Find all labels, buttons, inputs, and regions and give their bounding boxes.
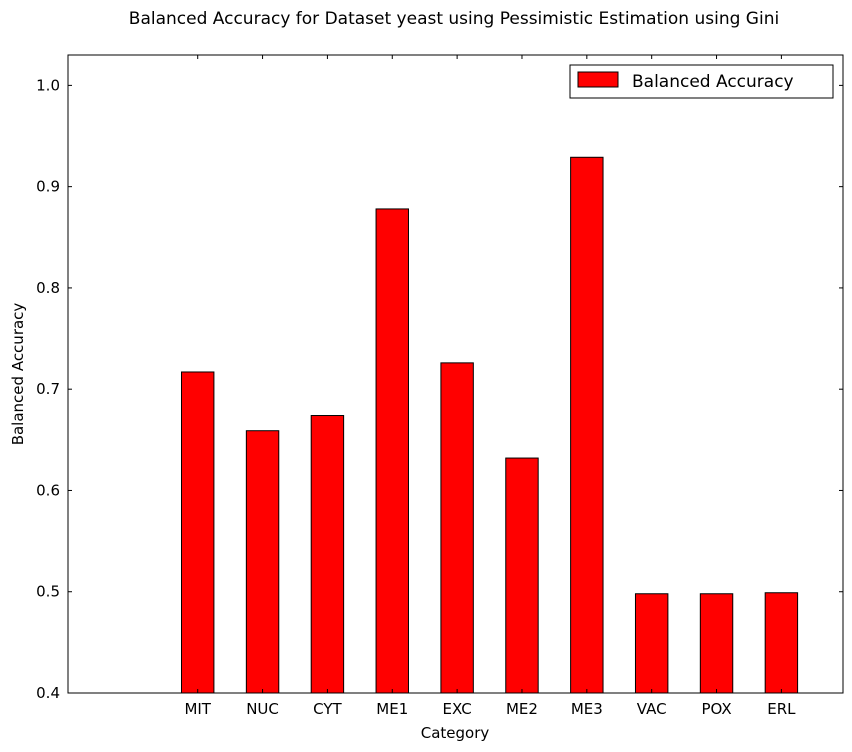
y-tick-label: 0.6 bbox=[36, 481, 60, 499]
chart-title: Balanced Accuracy for Dataset yeast usin… bbox=[129, 9, 779, 29]
plot-frame bbox=[67, 54, 844, 694]
legend: Balanced Accuracy bbox=[569, 64, 834, 99]
legend-swatch bbox=[577, 71, 619, 88]
y-tick-label: 0.8 bbox=[36, 279, 60, 297]
x-tick-label-me2: ME2 bbox=[506, 700, 538, 718]
bars-group bbox=[180, 156, 799, 694]
x-axis-label: Category bbox=[421, 724, 490, 742]
x-tick-label-exc: EXC bbox=[443, 700, 472, 718]
bar-me3 bbox=[570, 156, 604, 694]
y-tick-label: 0.4 bbox=[36, 684, 60, 702]
bar-mit bbox=[180, 371, 215, 694]
y-axis-label: Balanced Accuracy bbox=[9, 303, 27, 446]
x-tick-label-mit: MIT bbox=[184, 700, 211, 718]
bar-pox bbox=[699, 593, 734, 694]
y-tick-label: 1.0 bbox=[36, 76, 60, 94]
x-tick-label-me3: ME3 bbox=[571, 700, 603, 718]
bar-erl bbox=[764, 592, 799, 694]
x-tick-label-me1: ME1 bbox=[376, 700, 408, 718]
y-tick-label: 0.7 bbox=[36, 380, 60, 398]
x-tick-label-nuc: NUC bbox=[246, 700, 279, 718]
ticks-group: MIT NUC CYT ME1 EXC ME2 ME3 VAC POX ERL 0.4 0.5 0.6 0… bbox=[36, 55, 843, 718]
bar-nuc bbox=[245, 430, 280, 694]
bar-exc bbox=[440, 362, 474, 694]
x-tick-label-vac: VAC bbox=[637, 700, 667, 718]
x-tick-label-pox: POX bbox=[701, 700, 731, 718]
bar-me1 bbox=[375, 208, 409, 694]
bar-vac bbox=[634, 593, 669, 694]
y-tick-label: 0.9 bbox=[36, 178, 60, 196]
bar-me2 bbox=[505, 457, 539, 694]
legend-label: Balanced Accuracy bbox=[632, 72, 794, 92]
x-tick-label-erl: ERL bbox=[767, 700, 796, 718]
bar-cyt bbox=[310, 415, 345, 694]
y-tick-label: 0.5 bbox=[36, 583, 60, 601]
x-tick-label-cyt: CYT bbox=[313, 700, 342, 718]
